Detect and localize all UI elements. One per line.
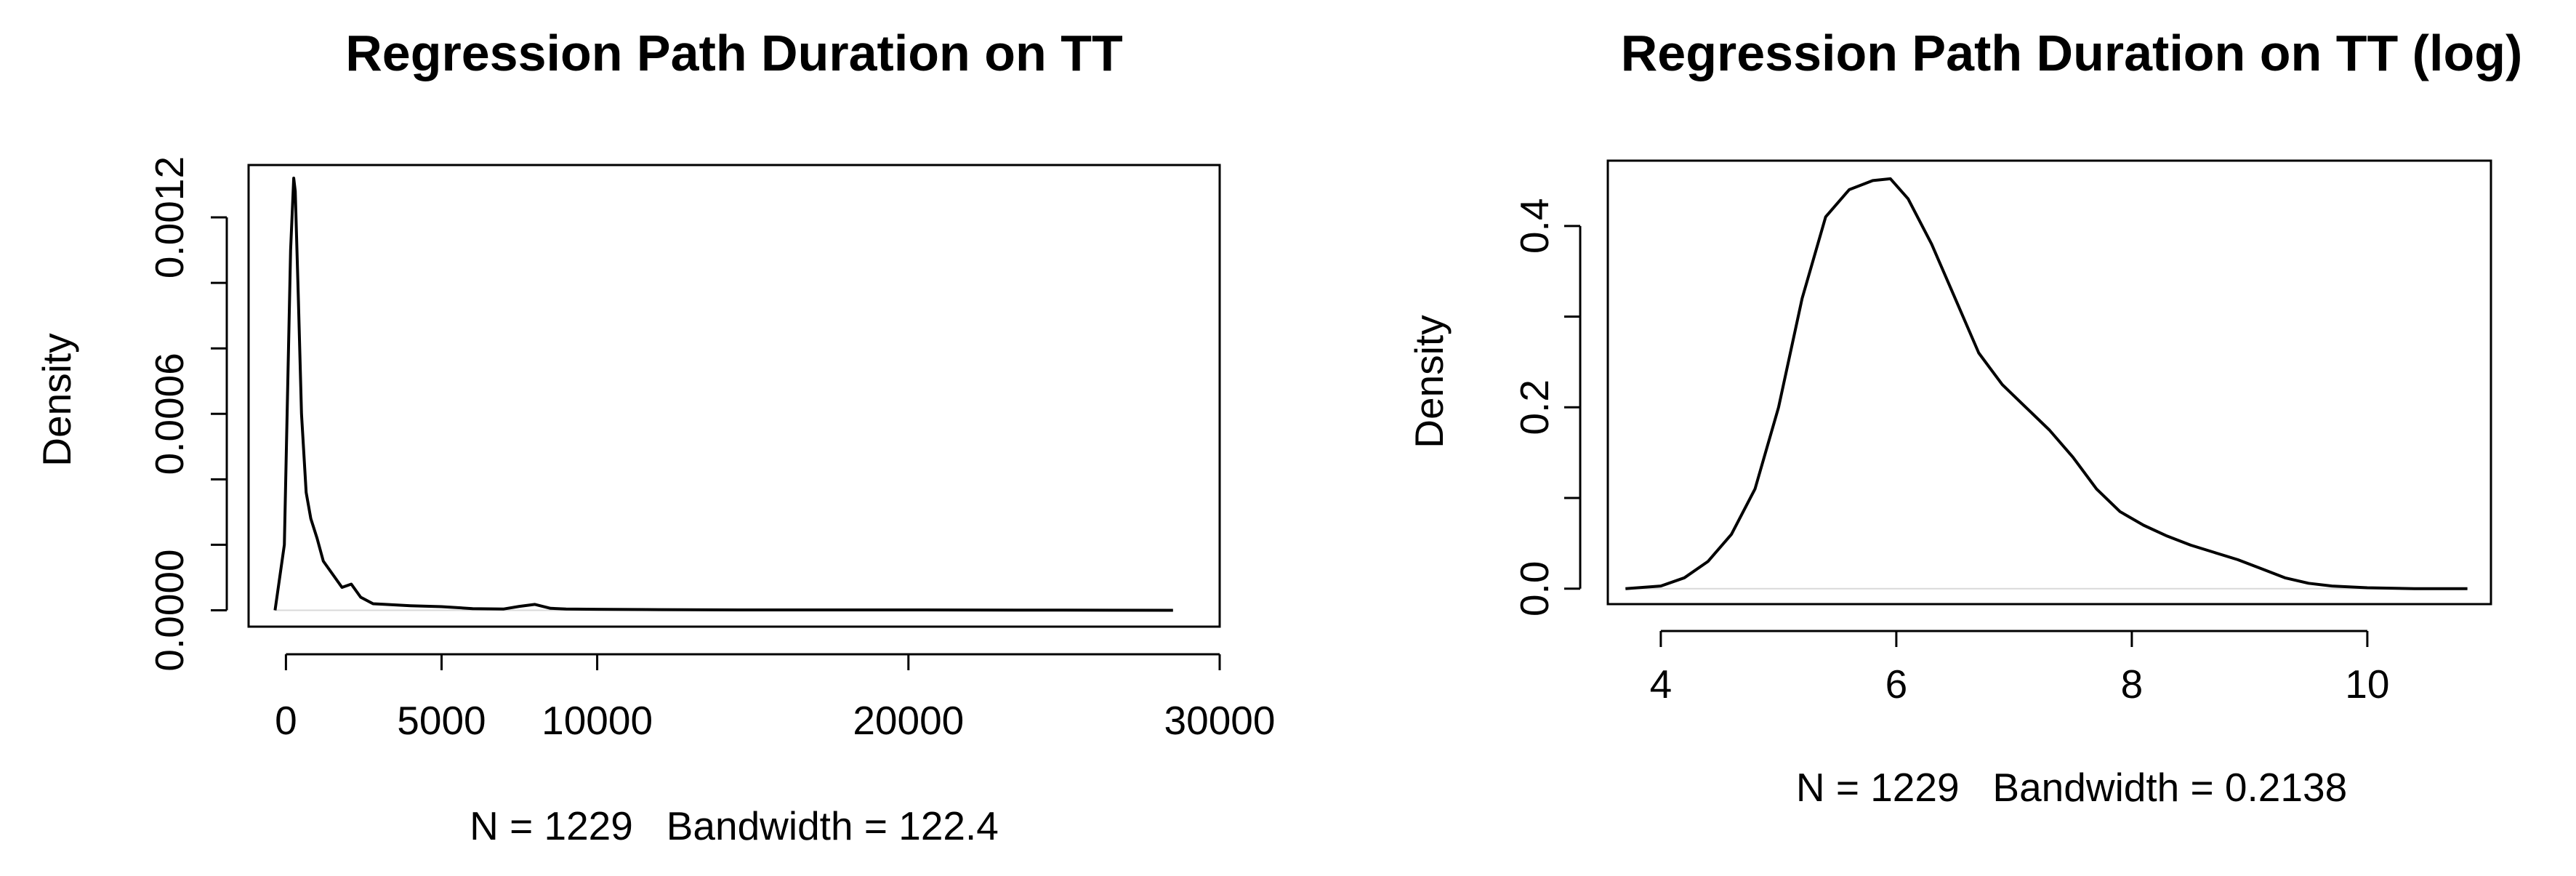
y-tick-label: 0.0 <box>1512 561 1557 616</box>
x-tick-label: 5000 <box>397 698 486 743</box>
x-tick-label: 6 <box>1885 662 1908 707</box>
x-axis: 4 6 8 10 <box>1650 630 2389 707</box>
y-tick-label: 0.2 <box>1512 379 1557 435</box>
x-axis: 0 5000 10000 20000 30000 <box>275 653 1276 743</box>
x-axis-label: N = 1229 Bandwidth = 0.2138 <box>1796 765 2347 810</box>
y-axis-label: Density <box>34 333 79 467</box>
x-tick-label: 8 <box>2121 662 2144 707</box>
plot-frame <box>1606 159 2492 606</box>
y-axis: 0.0 0.2 0.4 <box>1512 198 1582 616</box>
y-tick-label: 0.0012 <box>147 156 192 278</box>
y-axis-label: Density <box>1406 315 1452 449</box>
chart-title: Regression Path Duration on TT <box>345 25 1123 81</box>
chart-title: Regression Path Duration on TT (log) <box>1621 25 2523 81</box>
density-curve <box>1625 177 2468 590</box>
y-axis: 0.0000 0.0006 0.0012 <box>147 156 228 672</box>
x-tick-label: 20000 <box>853 698 964 743</box>
density-curve <box>273 177 1173 612</box>
x-tick-label: 0 <box>275 698 297 743</box>
x-tick-label: 10 <box>2345 662 2389 707</box>
y-tick-label: 0.4 <box>1512 198 1557 254</box>
x-tick-label: 4 <box>1650 662 1673 707</box>
y-tick-label: 0.0006 <box>147 353 192 475</box>
density-plot-raw: Regression Path Duration on TT 0 5000 1000… <box>34 25 1275 848</box>
x-axis-label: N = 1229 Bandwidth = 122.4 <box>470 803 999 848</box>
density-plot-log: Regression Path Duration on TT (log) 4 6 8… <box>1406 25 2522 810</box>
plot-frame <box>247 164 1221 628</box>
x-tick-label: 10000 <box>542 698 653 743</box>
y-tick-label: 0.0000 <box>147 549 192 671</box>
x-tick-label: 30000 <box>1164 698 1276 743</box>
